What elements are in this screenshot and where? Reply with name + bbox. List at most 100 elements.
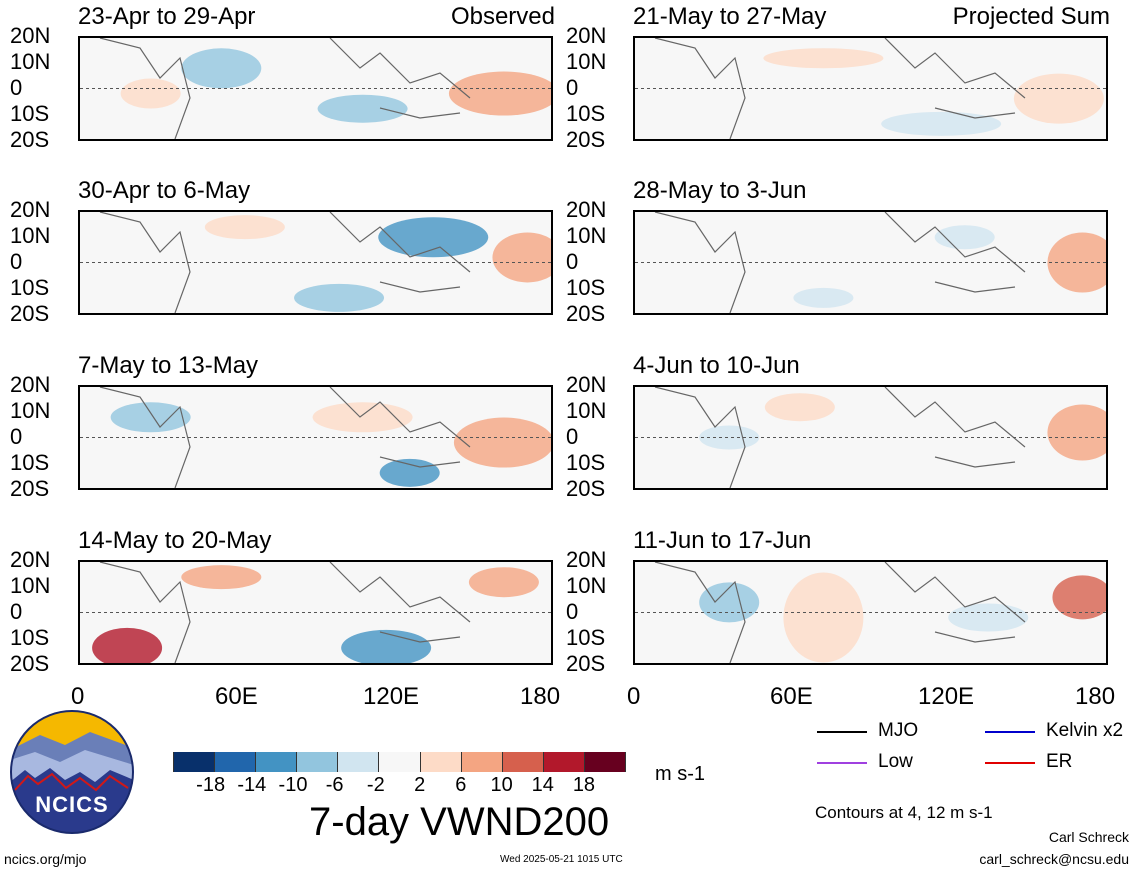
legend-label-low: Low [878, 751, 913, 772]
lat-label: 10N [566, 49, 607, 74]
lon-label-left-180: 180 [520, 683, 561, 710]
lat-label: 20N [566, 372, 607, 397]
lat-label: 20S [10, 127, 50, 152]
lat-label: 10S [566, 625, 606, 650]
legend-line-mjo [817, 731, 867, 733]
lon-label-left-60e: 60E [215, 683, 258, 710]
lon-label-right-120e: 120E [918, 683, 975, 710]
colorbar-cell [173, 752, 216, 772]
colorbar-cell [420, 752, 462, 772]
lat-label: 10N [10, 398, 51, 423]
colorbar-tick-label: 14 [531, 774, 554, 796]
lon-label-right-180: 180 [1075, 683, 1116, 710]
lat-label: 20N [566, 197, 607, 222]
colorbar-tick-label: 2 [414, 774, 426, 796]
map-panel [78, 210, 553, 315]
lat-label: 20S [10, 476, 50, 501]
lat-label: 10S [10, 450, 50, 475]
lat-label: 0 [10, 424, 23, 449]
legend-label-mjo: MJO [878, 720, 919, 741]
footer-author: Carl Schreck [1048, 829, 1129, 845]
lat-label: 20N [10, 547, 51, 572]
lat-label: 10N [566, 573, 607, 598]
lat-label: 20N [10, 23, 51, 48]
legend-label-er: ER [1046, 751, 1073, 772]
lat-label: 10N [566, 398, 607, 423]
map-panel [78, 560, 553, 665]
colorbar-tick-label: -2 [366, 774, 385, 796]
lat-label: 20N [566, 23, 607, 48]
lat-label: 10S [566, 450, 606, 475]
colorbar [173, 752, 627, 772]
panel-title: 21-May to 27-May [633, 3, 827, 30]
panel-title: 4-Jun to 10-Jun [633, 352, 800, 379]
lon-label-right-0: 0 [627, 683, 641, 710]
footer-email: carl_schreck@ncsu.edu [979, 851, 1129, 867]
footer-url: ncics.org/mjo [4, 851, 87, 867]
colorbar-tick-label: -6 [325, 774, 344, 796]
colorbar-tick-label: 6 [455, 774, 467, 796]
map-panel [633, 385, 1108, 490]
lat-label: 0 [10, 75, 23, 100]
legend-line-low [817, 762, 867, 764]
colorbar-cell [297, 752, 339, 772]
lat-label: 20S [566, 476, 606, 501]
colorbar-tick-label: -18 [196, 774, 226, 796]
lat-label: 10N [10, 223, 51, 248]
lat-label: 10S [10, 275, 50, 300]
lat-label: 10S [10, 625, 50, 650]
colorbar-tick-label: -10 [278, 774, 308, 796]
lon-label-right-60e: 60E [770, 683, 813, 710]
map-panel [633, 36, 1108, 141]
lon-label-left-0: 0 [71, 683, 85, 710]
colorbar-tick-label: 10 [490, 774, 513, 796]
lat-label: 20S [10, 301, 50, 326]
map-panel [78, 385, 553, 490]
map-panel [633, 560, 1108, 665]
panel-title: 28-May to 3-Jun [633, 177, 807, 204]
colorbar-cell [502, 752, 544, 772]
lat-label: 0 [10, 599, 23, 624]
panel-title: 11-Jun to 17-Jun [633, 527, 812, 554]
colorbar-units: m s-1 [655, 763, 705, 785]
lat-label: 0 [566, 599, 579, 624]
legend-line-kelvin [985, 731, 1035, 733]
legend-label-kelvin: Kelvin x2 [1046, 720, 1124, 741]
contours-note: Contours at 4, 12 m s-1 [815, 803, 993, 822]
lon-label-left-120e: 120E [363, 683, 420, 710]
lat-label: 20S [566, 127, 606, 152]
lat-label: 10N [10, 573, 51, 598]
colorbar-cell [215, 752, 257, 772]
lat-label: 10S [10, 101, 50, 126]
footer-timestamp: Wed 2025-05-21 1015 UTC [500, 854, 623, 865]
panel-tag: Observed [450, 3, 555, 30]
lat-label: 20N [566, 547, 607, 572]
lat-label: 0 [566, 249, 579, 274]
lat-label: 20S [566, 651, 606, 676]
panel-tag: Projected Sum [952, 3, 1110, 30]
colorbar-cell [584, 752, 627, 772]
panel-title: 30-Apr to 6-May [78, 177, 251, 204]
colorbar-tick-label: 18 [572, 774, 596, 796]
lat-label: 20S [566, 301, 606, 326]
figure-title: 7-day VWND200 [309, 800, 610, 844]
lat-label: 10S [566, 275, 606, 300]
map-panel [78, 36, 553, 141]
lat-label: 0 [566, 75, 579, 100]
colorbar-cell [256, 752, 298, 772]
lat-label: 10S [566, 101, 606, 126]
colorbar-cell [461, 752, 503, 772]
panel-title: 7-May to 13-May [78, 352, 259, 379]
legend-line-er [985, 762, 1035, 764]
lat-label: 20S [10, 651, 50, 676]
colorbar-cell [543, 752, 585, 772]
lat-label: 20N [10, 372, 51, 397]
lat-label: 0 [566, 424, 579, 449]
lat-label: 0 [10, 249, 23, 274]
panel-title: 23-Apr to 29-Apr [78, 3, 256, 30]
lat-label: 10N [10, 49, 51, 74]
colorbar-cell [379, 752, 421, 772]
panel-title: 14-May to 20-May [78, 527, 272, 554]
colorbar-cell [338, 752, 380, 772]
ncics-logo: NCICS [10, 710, 134, 834]
